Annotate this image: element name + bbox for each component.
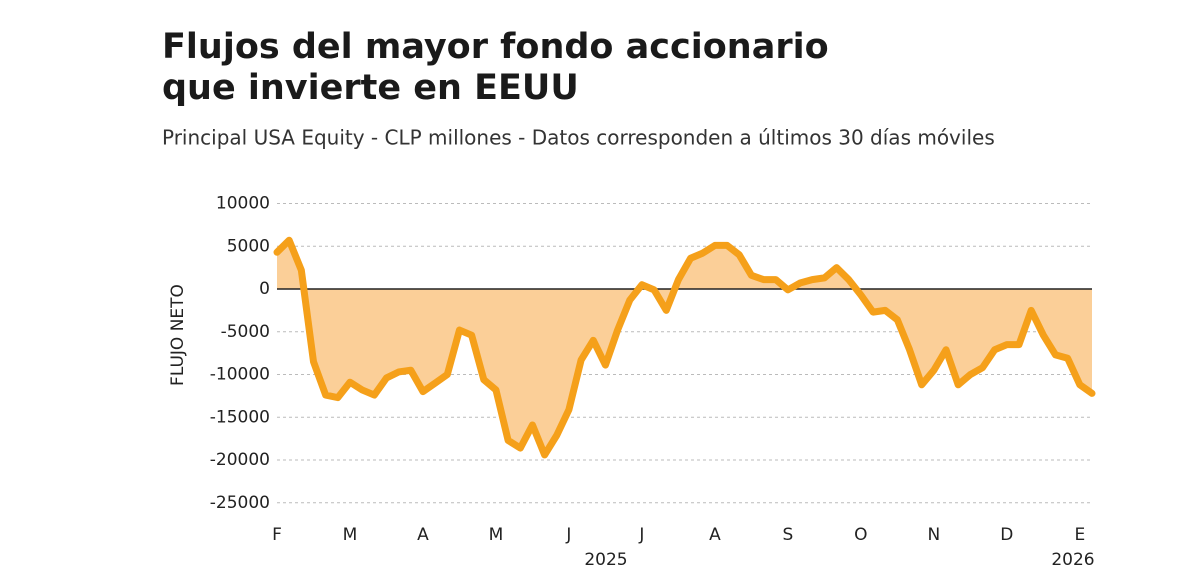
y-tick-label: -25000 xyxy=(210,493,270,513)
x-tick-label: M xyxy=(343,525,358,545)
x-tick-label: E xyxy=(1074,525,1085,545)
x-tick-label: J xyxy=(565,525,571,545)
area-fill xyxy=(277,240,1092,455)
y-tick-label: -15000 xyxy=(210,407,270,427)
y-tick-label: 0 xyxy=(259,279,270,299)
year-label: 2026 xyxy=(1051,550,1094,570)
chart-title: Flujos del mayor fondo accionario xyxy=(162,27,829,67)
x-tick-label: A xyxy=(417,525,429,545)
x-tick-label: N xyxy=(928,525,941,545)
y-tick-label: -20000 xyxy=(210,450,270,470)
year-label: 2025 xyxy=(584,550,627,570)
x-tick-label: J xyxy=(638,525,644,545)
y-tick-label: 5000 xyxy=(227,236,270,256)
y-axis-label: FLUJO NETO xyxy=(168,284,188,386)
line xyxy=(273,236,1096,459)
chart-subtitle: Principal USA Equity - CLP millones - Da… xyxy=(162,126,995,150)
y-tick-label: -10000 xyxy=(210,365,270,385)
y-tick-label: -5000 xyxy=(221,322,270,342)
chart-title: que invierte en EEUU xyxy=(162,68,579,108)
y-tick-label: 10000 xyxy=(216,194,270,214)
x-tick-label: F xyxy=(272,525,282,545)
x-tick-label: O xyxy=(854,525,867,545)
x-tick-label: D xyxy=(1000,525,1013,545)
x-tick-label: M xyxy=(489,525,504,545)
x-tick-label: A xyxy=(709,525,721,545)
x-tick-label: S xyxy=(782,525,793,545)
